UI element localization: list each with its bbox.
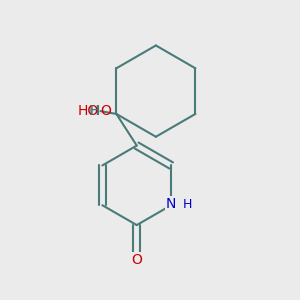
- Text: N: N: [166, 197, 176, 211]
- Text: H: H: [88, 104, 99, 118]
- Text: H: H: [89, 104, 100, 118]
- Text: O: O: [100, 104, 111, 118]
- Text: HO: HO: [78, 104, 99, 118]
- Text: O: O: [131, 253, 142, 267]
- Text: H: H: [182, 198, 192, 211]
